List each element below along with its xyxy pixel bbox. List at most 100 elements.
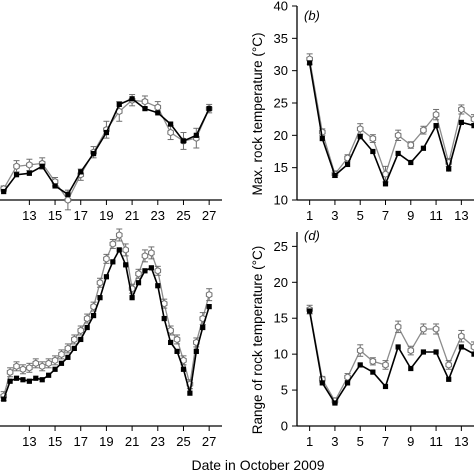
- data-point-a-filled: [26, 170, 32, 176]
- y-tick-label-b: 15: [274, 160, 288, 175]
- data-point-c-filled: [142, 268, 148, 274]
- data-point-c-filled: [103, 274, 110, 280]
- data-point-c-filled: [46, 372, 52, 378]
- data-point-d-filled: [344, 380, 351, 386]
- data-point-a-open: [167, 128, 174, 137]
- data-point-a-filled: [168, 121, 174, 127]
- x-tick-label-d: 13: [454, 434, 468, 449]
- data-point-d-open: [382, 361, 389, 369]
- data-point-b-filled: [408, 159, 414, 166]
- data-point-a-filled: [78, 169, 84, 175]
- x-tick-label-d: 5: [357, 434, 364, 449]
- shared-x-axis-label: Date in October 2009: [191, 457, 324, 473]
- y-tick-label-d: 10: [274, 347, 288, 362]
- data-point-b-filled: [382, 181, 389, 187]
- data-point-c-filled: [123, 262, 129, 268]
- data-point-b-filled: [471, 123, 474, 129]
- series-line-a-black-filled: [3, 97, 210, 196]
- x-tick-label-a: 25: [176, 208, 190, 223]
- data-point-d-filled: [332, 400, 338, 406]
- data-point-c-open: [6, 368, 14, 377]
- data-point-c-open: [109, 240, 117, 248]
- data-point-b-filled: [458, 119, 464, 125]
- x-tick-label-b: 3: [331, 208, 338, 223]
- panel-a: 13 15 17 19 21 23 25 27: [0, 94, 222, 223]
- data-point-d-open: [407, 346, 415, 355]
- series-line-d-black-filled: [308, 310, 474, 405]
- y-tick-label-d: 15: [274, 311, 288, 326]
- data-point-d-filled: [446, 376, 452, 382]
- data-point-c-open: [103, 255, 110, 263]
- data-point-b-filled: [332, 172, 338, 179]
- x-tick-label-c: 27: [202, 434, 216, 449]
- data-point-b-filled: [446, 166, 452, 172]
- data-point-c-filled: [1, 396, 7, 402]
- data-point-c-filled: [78, 336, 84, 343]
- data-point-b-filled: [433, 123, 439, 129]
- data-point-a-open: [13, 162, 20, 171]
- x-tick-label-b: 7: [382, 208, 389, 223]
- y-tick-label-b: 30: [274, 63, 288, 78]
- x-tick-label-b: 11: [429, 208, 443, 223]
- x-tick-label-c: 23: [151, 434, 165, 449]
- x-tick-label-c: 19: [99, 434, 113, 449]
- y-tick-label-d: 5: [281, 383, 288, 398]
- data-point-a-filled: [39, 163, 45, 169]
- data-point-d-filled: [395, 344, 401, 350]
- y-tick-label-b: 25: [274, 96, 288, 111]
- x-tick-label-d: 1: [306, 434, 313, 449]
- series-line-a-grey-open: [3, 99, 210, 202]
- x-tick-label-a: 21: [125, 208, 139, 223]
- x-tick-label-c: 13: [22, 434, 36, 449]
- data-point-a-open: [141, 97, 149, 106]
- x-tick-label-a: 13: [22, 208, 36, 223]
- data-point-c-open: [58, 350, 65, 359]
- x-tick-label-d: 3: [331, 434, 338, 449]
- data-point-c-open: [19, 365, 27, 374]
- data-point-d-open: [470, 343, 474, 351]
- data-point-c-open: [205, 290, 213, 299]
- data-point-c-filled: [33, 375, 39, 381]
- y-tick-label-b: 20: [274, 128, 288, 143]
- data-point-c-open: [64, 344, 72, 353]
- data-point-c-open: [70, 335, 78, 344]
- data-point-a-filled: [142, 106, 148, 112]
- data-point-c-filled: [110, 259, 116, 265]
- data-point-a-filled: [116, 101, 122, 108]
- data-point-a-filled: [90, 151, 97, 157]
- y-tick-label-b: 35: [274, 31, 288, 46]
- data-point-a-open: [64, 196, 72, 204]
- data-point-a-filled: [180, 138, 187, 144]
- data-point-d-filled: [319, 380, 325, 386]
- data-point-b-open: [356, 125, 364, 133]
- data-point-c-open: [38, 362, 46, 371]
- data-point-b-open: [470, 115, 474, 124]
- data-point-b-open: [458, 105, 465, 114]
- data-point-a-filled: [129, 96, 135, 102]
- data-point-c-filled: [7, 378, 13, 384]
- data-point-a-filled: [13, 172, 20, 178]
- y-tick-label-b: 10: [274, 193, 288, 208]
- data-point-a-open: [26, 161, 33, 169]
- data-point-c-filled: [39, 377, 45, 383]
- data-point-c-filled: [168, 339, 174, 346]
- data-point-c-filled: [90, 312, 97, 319]
- data-point-b-filled: [344, 161, 351, 168]
- data-point-d-filled: [408, 365, 414, 372]
- x-tick-label-d: 9: [407, 434, 414, 449]
- data-point-c-filled: [116, 247, 122, 253]
- data-point-c-open: [83, 314, 91, 323]
- data-point-d-filled: [370, 369, 376, 375]
- data-point-c-open: [141, 252, 149, 260]
- data-point-d-filled: [471, 351, 474, 357]
- y-tick-label-d: 20: [274, 275, 288, 290]
- data-point-d-open: [420, 325, 427, 333]
- data-point-b-open: [382, 170, 389, 178]
- data-point-c-open: [90, 302, 97, 311]
- x-tick-label-a: 23: [151, 208, 165, 223]
- data-point-c-open: [173, 335, 181, 344]
- data-point-d-filled: [458, 344, 464, 350]
- data-point-c-filled: [20, 377, 26, 383]
- data-point-c-filled: [148, 265, 154, 271]
